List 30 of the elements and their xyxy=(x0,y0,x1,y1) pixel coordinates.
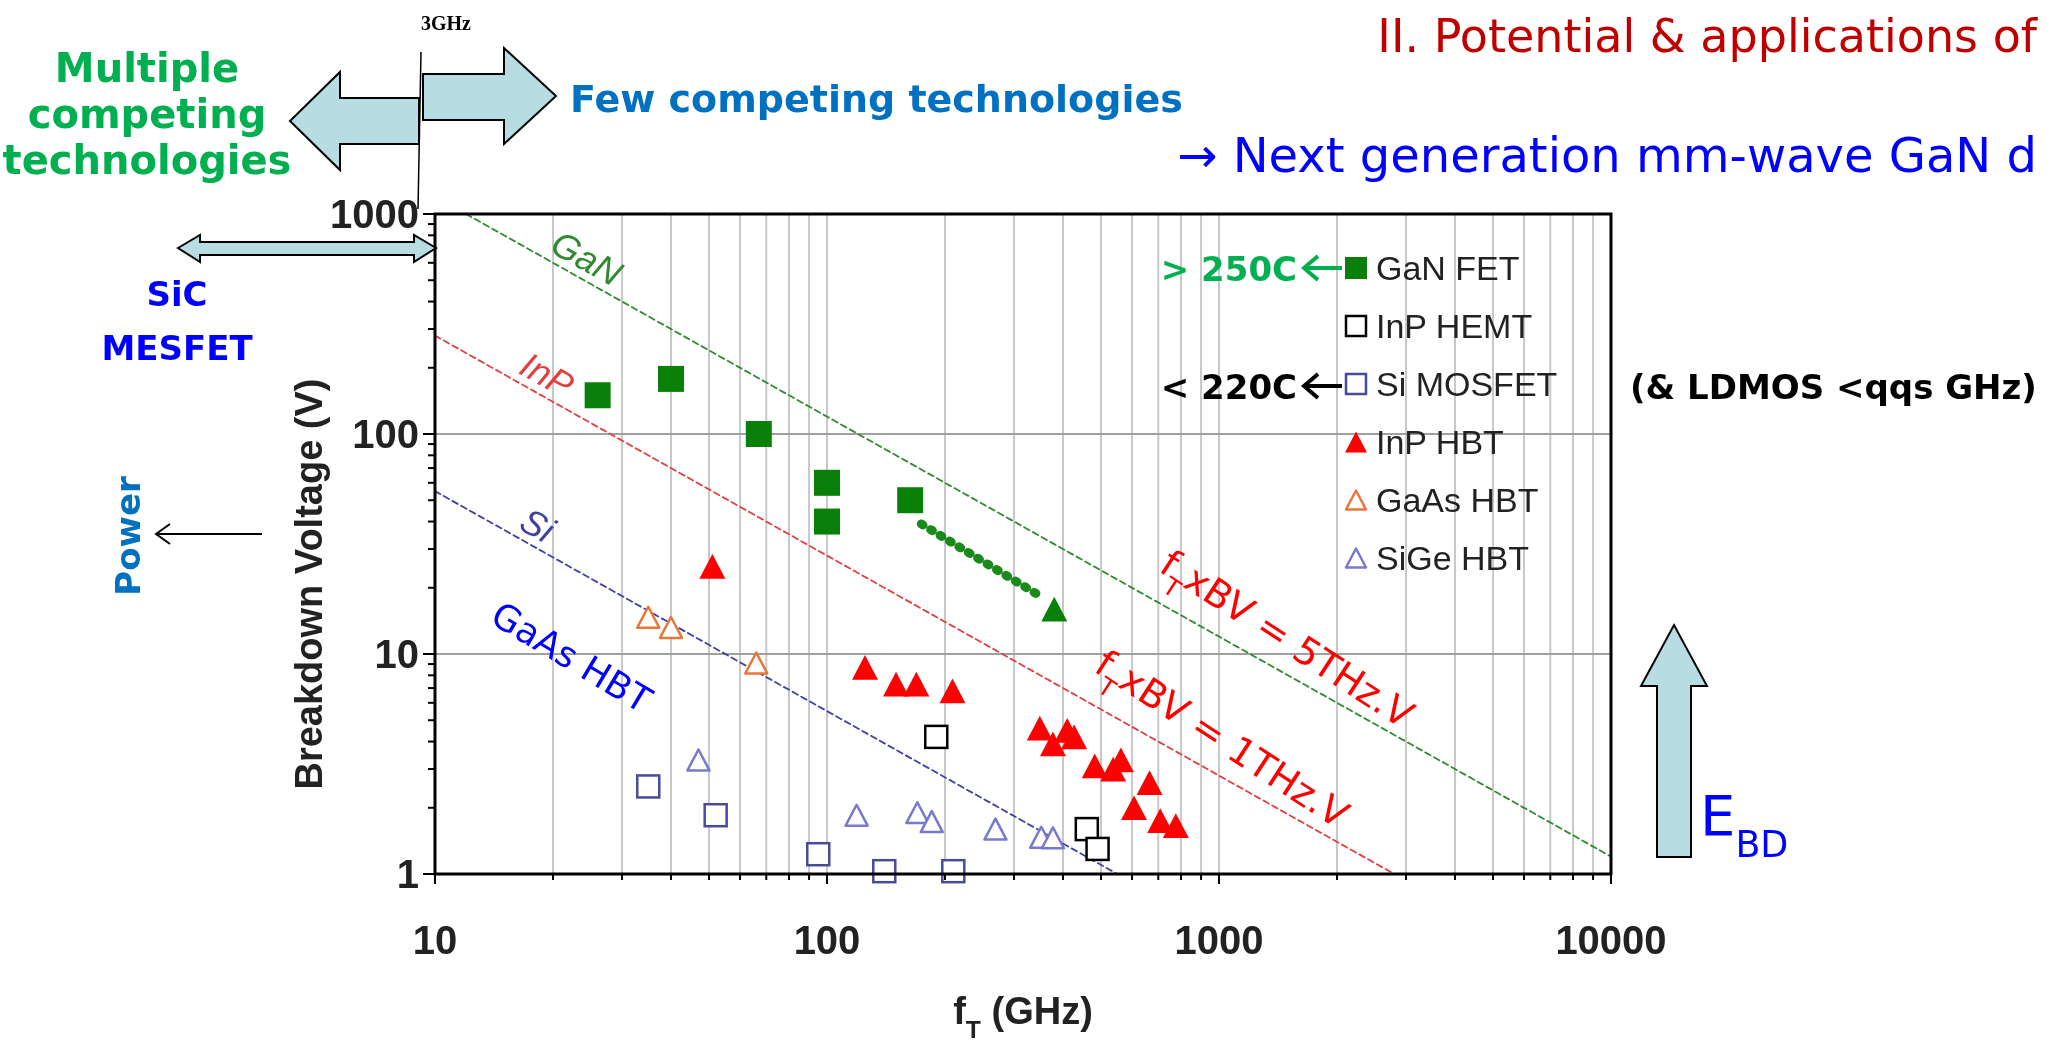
x-axis-title: f$_{T}$ (GHz) xyxy=(953,990,1093,1043)
legend-label: Si MOSFET xyxy=(1376,365,1558,403)
x-tick-label: 1000 xyxy=(1174,918,1264,962)
text: InP xyxy=(513,343,581,407)
chart-subtitle: → Next generation mm-wave GaN d xyxy=(1177,127,2037,183)
text: Few competing technologies xyxy=(570,77,1183,121)
text: Power xyxy=(108,476,148,596)
x-tick-label: 100 xyxy=(793,918,861,962)
text: GaN xyxy=(544,222,630,295)
y-axis-title: Breakdown Voltage (V) xyxy=(288,378,330,790)
y-tick-label: 1 xyxy=(396,852,419,896)
text: 3GHz xyxy=(421,12,472,34)
x-tick-label: 10 xyxy=(412,918,458,962)
x-tick-label: 10000 xyxy=(1555,918,1667,962)
text: II. Potential & applications of xyxy=(1377,9,2039,63)
y-tick-label: 1000 xyxy=(330,192,419,236)
y-tick-label: 100 xyxy=(352,412,419,456)
annotation: > 250C xyxy=(1160,249,1297,289)
y-tick-label: 10 xyxy=(374,632,419,676)
text: Si xyxy=(513,499,563,552)
legend-label: GaN FET xyxy=(1376,249,1520,287)
legend-label: GaAs HBT xyxy=(1376,481,1539,519)
legend-label: InP HBT xyxy=(1376,423,1504,461)
text: (& LDMOS <qqs GHz) xyxy=(1630,367,2037,407)
text: SiC MESFET xyxy=(101,274,254,368)
annotation: < 220C xyxy=(1160,367,1297,407)
legend-label: InP HEMT xyxy=(1376,307,1533,345)
text: Multiple competing technologies xyxy=(2,45,292,183)
legend-label: SiGe HBT xyxy=(1376,539,1530,577)
text: E$_{BD}$ xyxy=(1700,783,1789,866)
